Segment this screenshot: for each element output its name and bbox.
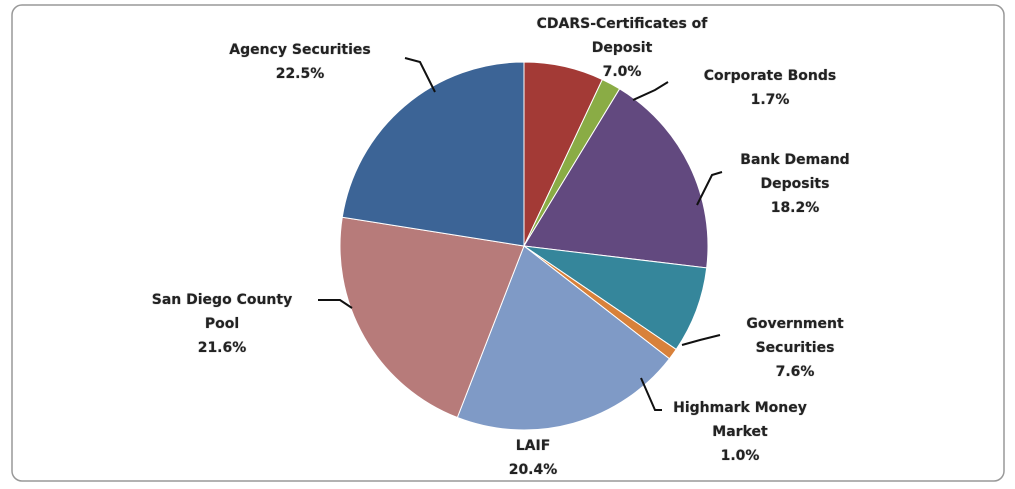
- value-label: 7.6%: [775, 364, 815, 380]
- value-label: 22.5%: [275, 66, 325, 82]
- category-label: Bank Demand Deposits: [740, 152, 850, 192]
- category-label: Agency Securities: [229, 42, 371, 58]
- value-label: 21.6%: [197, 340, 247, 356]
- leader-line: [681, 334, 721, 346]
- slice-label: Agency Securities 22.5%: [210, 38, 390, 86]
- leader-lines: [318, 57, 723, 411]
- leader-line: [696, 171, 723, 206]
- category-label: Government Securities: [746, 316, 844, 356]
- category-label: Corporate Bonds: [703, 68, 837, 84]
- slice-label: LAIF 20.4%: [483, 434, 583, 482]
- slice-label: CDARS-Certificates of Deposit 7.0%: [532, 12, 712, 84]
- slice-label: Highmark Money Market 1.0%: [670, 396, 810, 468]
- category-label: San Diego County Pool: [151, 292, 293, 332]
- category-label: CDARS-Certificates of Deposit: [536, 16, 708, 56]
- slice-label: San Diego County Pool 21.6%: [142, 288, 302, 360]
- slice-label: Bank Demand Deposits 18.2%: [735, 148, 855, 220]
- category-label: Highmark Money Market: [673, 400, 807, 440]
- value-label: 18.2%: [770, 200, 820, 216]
- value-label: 20.4%: [508, 462, 558, 478]
- value-label: 1.7%: [750, 92, 790, 108]
- leader-line: [318, 299, 353, 309]
- slice-label: Corporate Bonds 1.7%: [680, 64, 860, 112]
- category-label: LAIF: [515, 438, 551, 454]
- pie-slice: [339, 216, 525, 419]
- leader-line: [632, 81, 669, 101]
- leader-line: [404, 57, 436, 93]
- slice-label: Government Securities 7.6%: [730, 312, 860, 384]
- value-label: 7.0%: [602, 64, 642, 80]
- pie-slice: [456, 245, 671, 431]
- leader-line: [640, 377, 662, 411]
- pie-slice: [341, 61, 525, 247]
- value-label: 1.0%: [720, 448, 760, 464]
- pie-slice: [523, 88, 709, 269]
